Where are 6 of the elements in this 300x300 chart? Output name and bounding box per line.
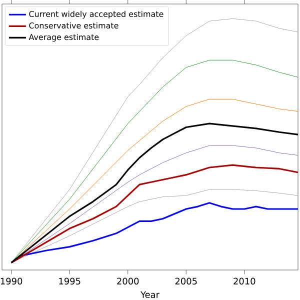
x-axis-title: Year [140, 291, 160, 298]
x-tick-label: 1990 [0, 278, 22, 285]
x-tick-label: 2005 [175, 278, 197, 285]
x-tick-label: 2000 [117, 278, 139, 285]
x-tick-label: 2010 [234, 278, 256, 285]
x-tick-label: 1995 [59, 278, 80, 285]
